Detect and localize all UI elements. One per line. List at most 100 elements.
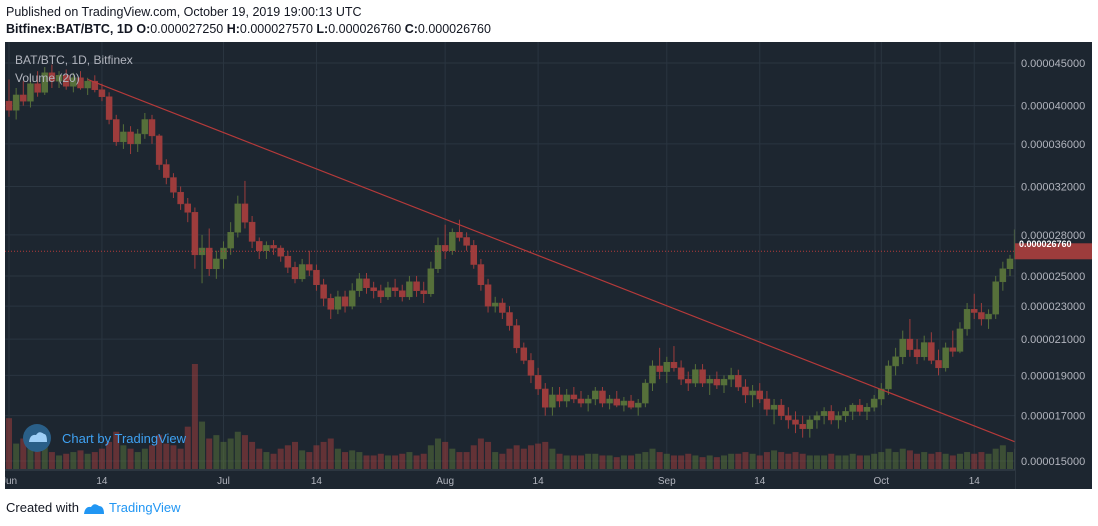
- candle-body: [949, 347, 957, 352]
- price-tick-label: 0.000040000: [1021, 101, 1085, 113]
- candle-body: [105, 96, 113, 120]
- candle-body: [491, 302, 499, 307]
- volume-bar: [427, 445, 434, 469]
- candle-body: [634, 402, 642, 408]
- candle-body: [527, 360, 535, 376]
- candle-body: [727, 375, 735, 380]
- candle-body: [677, 367, 685, 380]
- volume-bar: [184, 426, 191, 469]
- volume-bar: [20, 438, 27, 469]
- volume-bar: [706, 455, 713, 469]
- candle-body: [613, 398, 620, 406]
- candle-body: [77, 77, 84, 89]
- candle-body: [256, 241, 263, 252]
- candle-body: [413, 281, 420, 291]
- volume-bar: [13, 443, 20, 469]
- candle-body: [720, 378, 728, 386]
- candle-body: [699, 369, 706, 384]
- candle-body: [963, 309, 971, 330]
- volume-bar: [978, 452, 985, 469]
- candle-body: [370, 287, 377, 291]
- watermark[interactable]: Chart by TradingView: [23, 424, 187, 452]
- candle-body: [649, 365, 656, 384]
- volume-bar: [828, 453, 835, 469]
- volume-bar: [849, 453, 856, 469]
- volume-bar: [477, 438, 484, 469]
- chart-pane[interactable]: [5, 42, 1092, 489]
- candle-body: [735, 375, 742, 388]
- candle-body: [98, 89, 106, 97]
- candle-body: [248, 221, 256, 242]
- candle-body: [549, 394, 556, 408]
- candle-body: [978, 312, 985, 320]
- candle-body: [177, 191, 184, 205]
- volume-bar: [599, 455, 606, 469]
- pane-symbol-label: BAT/BTC, 1D, Bitfinex: [15, 53, 133, 67]
- volume-bar: [84, 453, 91, 469]
- candle-body: [899, 338, 906, 358]
- volume-bar: [48, 452, 55, 469]
- time-tick-label: 14: [311, 476, 323, 487]
- volume-bar: [578, 455, 584, 469]
- volume-bar: [234, 431, 241, 469]
- candle-body: [1006, 258, 1014, 270]
- volume-bar: [899, 448, 906, 469]
- last-price-tag: [1015, 243, 1092, 260]
- volume-bar: [98, 448, 105, 469]
- candle-body: [34, 83, 41, 93]
- volume-bar: [785, 453, 792, 469]
- volume-bar: [327, 438, 334, 469]
- candlestick-chart[interactable]: 0.000045000 0.000040000 0.000036000 0.00003…: [5, 42, 1092, 489]
- candle-body: [334, 296, 342, 310]
- candle-body: [313, 269, 320, 285]
- candle-body: [799, 424, 806, 429]
- tradingview-brand[interactable]: TradingView: [108, 500, 181, 515]
- volume-bar: [742, 452, 749, 469]
- volume-bar: [999, 445, 1006, 469]
- candle-body: [91, 80, 99, 90]
- candle-body: [198, 247, 206, 256]
- time-axis-ticks: Jun14Jul14Aug14Sep14Oct14Nov: [5, 476, 980, 487]
- volume-bar: [320, 441, 327, 469]
- candle-body: [291, 267, 299, 280]
- volume-bar: [127, 448, 134, 469]
- volume-bar: [256, 448, 263, 469]
- volume-bar: [813, 455, 820, 469]
- price-tick-label: 0.000015000: [1021, 456, 1085, 468]
- volume-bar: [334, 448, 341, 469]
- candle-body: [399, 290, 406, 298]
- volume-bar: [1007, 452, 1013, 469]
- candle-body: [356, 278, 363, 291]
- volume-bar: [363, 455, 370, 469]
- candle-body: [785, 415, 792, 421]
- published-info: Published on TradingView.com, October 19…: [6, 5, 362, 19]
- volume-bar: [292, 441, 298, 469]
- volume-bar: [542, 441, 549, 469]
- price-tick-label: 0.000045000: [1021, 58, 1085, 70]
- candle-body: [12, 94, 20, 111]
- volume-bar: [263, 452, 270, 469]
- candle-body: [706, 378, 713, 384]
- candle-body: [420, 290, 427, 295]
- price-tick-label: 0.000023000: [1021, 301, 1085, 313]
- candle-body: [441, 245, 449, 252]
- volume-bar: [399, 453, 406, 469]
- candle-body: [849, 404, 856, 412]
- candle-body: [384, 287, 392, 298]
- volume-bar: [177, 448, 184, 469]
- candle-body: [55, 75, 63, 82]
- time-axis[interactable]: [5, 470, 1015, 489]
- volume-bar: [485, 441, 492, 469]
- candle-body: [434, 245, 442, 270]
- candle-body: [534, 375, 542, 390]
- volume-bar: [885, 448, 892, 469]
- volume-bar: [613, 457, 620, 469]
- open-value: 0.000027250: [150, 22, 224, 36]
- volume-bar: [492, 452, 499, 469]
- high-value: 0.000027570: [239, 22, 313, 36]
- candle-body: [427, 268, 435, 295]
- candle-body: [84, 80, 91, 89]
- volume-bar: [749, 453, 756, 469]
- volume-bar: [620, 455, 627, 469]
- price-axis[interactable]: [1015, 42, 1092, 489]
